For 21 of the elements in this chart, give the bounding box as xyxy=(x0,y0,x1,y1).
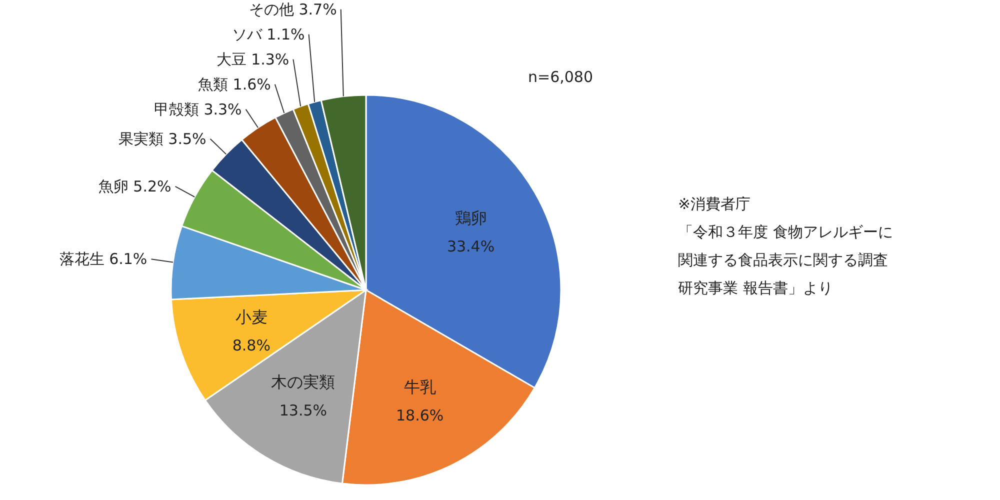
text: 「令和３年度 食物アレルギーに xyxy=(678,223,893,241)
slice-label: 魚類 1.6% xyxy=(198,75,271,94)
slice-label: ソバ 1.1% xyxy=(232,25,305,44)
slice-label: 小麦 xyxy=(235,308,268,327)
text: ※消費者庁 xyxy=(678,195,751,213)
data-label: 8.8% xyxy=(232,336,270,355)
slice-label: 鶏卵 xyxy=(454,208,487,228)
data-label: 13.5% xyxy=(279,401,328,420)
slice-label: 魚卵 5.2% xyxy=(98,177,172,196)
slice-label: 落花生 6.1% xyxy=(59,250,148,268)
slice-label: 大豆 1.3% xyxy=(216,50,290,68)
slice-label: その他 3.7% xyxy=(248,0,337,18)
data-label: 33.4% xyxy=(446,238,495,256)
slice-label: 果実類 3.5% xyxy=(118,130,206,148)
text: n=6,080 xyxy=(528,68,594,86)
text: 研究事業 報告書」より xyxy=(678,279,833,297)
data-label: 18.6% xyxy=(396,406,444,424)
slice-label: 牛乳 xyxy=(404,377,436,396)
slice-label: 木の実類 xyxy=(271,372,336,392)
slice-label: 甲殻類 3.3% xyxy=(154,100,242,118)
text: 関連する食品表示に関する調査 xyxy=(678,251,888,269)
